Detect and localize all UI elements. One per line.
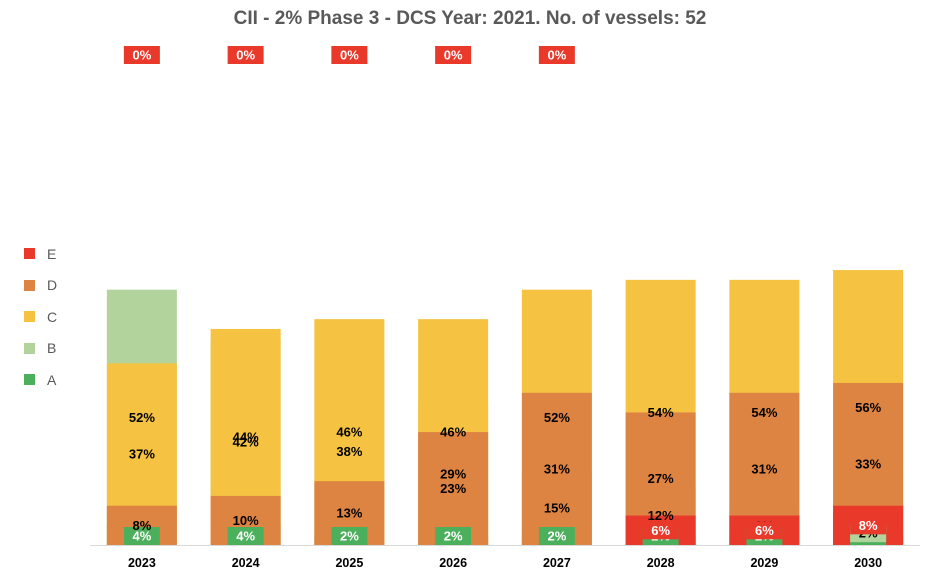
data-label-B-2026: 29% [440, 466, 466, 481]
legend-swatch [24, 248, 35, 260]
legend-swatch [24, 279, 35, 291]
legend-label: C [47, 308, 58, 325]
label-badge [850, 516, 887, 535]
data-label-A-2027: 2% [547, 529, 566, 544]
data-label-E-2027: 0% [547, 48, 566, 63]
legend-label: B [47, 340, 57, 357]
x-axis: 2023 2024 2025 2026 2027 2028 2029 2030 [90, 545, 920, 570]
x-tick-label: 2026 [439, 556, 467, 570]
legend-item-A: A [24, 364, 84, 396]
bar-segment-D-2027 [521, 392, 592, 545]
label-badge [331, 527, 368, 545]
data-label-D-2029: 31% [751, 461, 777, 476]
data-label-E-2025: 0% [340, 48, 359, 63]
legend-swatch [24, 374, 35, 386]
data-label-C-2024: 44% [233, 429, 259, 444]
legend-swatch [24, 311, 35, 323]
data-label-E-2030: 8% [859, 518, 878, 533]
label-badge [435, 46, 472, 64]
x-tick-label: 2027 [543, 556, 571, 570]
data-label-C-2026: 46% [440, 425, 466, 440]
label-badge [435, 527, 472, 545]
label-badge [227, 46, 264, 64]
data-label-B-2027: 15% [544, 501, 570, 516]
data-label-E-2029: 6% [755, 523, 774, 538]
data-label-E-2023: 0% [132, 48, 151, 63]
x-tick-label: 2030 [854, 556, 882, 570]
data-label-B-2023: 52% [129, 410, 155, 425]
data-label-A-2024: 4% [236, 529, 255, 544]
legend-label: A [47, 371, 57, 388]
data-label-E-2024: 0% [236, 48, 255, 63]
data-label-C-2025: 46% [336, 425, 362, 440]
data-label-D-2030: 33% [855, 456, 881, 471]
legend-item-B: B [24, 333, 84, 365]
chart-title: CII - 2% Phase 3 - DCS Year: 2021. No. o… [233, 8, 707, 29]
legend-label: D [47, 277, 58, 294]
legend-item-D: D [24, 270, 84, 302]
legend-swatch [24, 342, 35, 354]
data-label-C-2023: 37% [129, 447, 155, 462]
data-label-D-2027: 31% [544, 461, 570, 476]
data-label-A-2026: 2% [444, 529, 463, 544]
legend-item-C: C [24, 301, 84, 333]
x-tick-label: 2024 [232, 556, 260, 570]
data-label-E-2026: 0% [444, 48, 463, 63]
bars-group [106, 270, 904, 545]
label-badge [538, 46, 575, 64]
data-label-E-2028: 6% [651, 523, 670, 538]
x-tick-label: 2025 [335, 556, 363, 570]
bar-segment-D-2026 [418, 432, 489, 545]
legend-label: E [47, 245, 57, 262]
label-badge [538, 527, 575, 545]
data-label-D-2026: 23% [440, 481, 466, 496]
data-label-C-2028: 54% [648, 405, 674, 420]
x-tick-label: 2029 [750, 556, 778, 570]
data-label-C-2029: 54% [751, 405, 777, 420]
data-label-B-2028: 12% [648, 508, 674, 523]
label-badge [123, 527, 160, 545]
data-label-D-2024: 10% [233, 513, 259, 528]
label-badge [227, 527, 264, 545]
data-label-D-2025: 13% [336, 506, 362, 521]
label-badge [123, 46, 160, 64]
data-label-C-2030: 56% [855, 400, 881, 415]
data-label-A-2023: 4% [132, 529, 151, 544]
segment-labels-group: 4% 52% 37% 8% 0% 4% 42%44% 10% 0% 2% 38% 46% 13% 0% 2%… [123, 46, 887, 545]
label-badge [642, 521, 679, 540]
label-badge [746, 521, 783, 540]
data-label-D-2023: 8% [132, 518, 151, 533]
data-label-B-2024: 42% [233, 434, 259, 449]
data-label-B-2025: 38% [336, 444, 362, 459]
label-badge [331, 46, 368, 64]
x-tick-label: 2028 [647, 556, 675, 570]
data-label-D-2028: 27% [648, 471, 674, 486]
legend-item-E: E [24, 238, 84, 270]
x-tick-label: 2023 [128, 556, 156, 570]
data-label-C-2027: 52% [544, 410, 570, 425]
data-label-A-2025: 2% [340, 529, 359, 544]
